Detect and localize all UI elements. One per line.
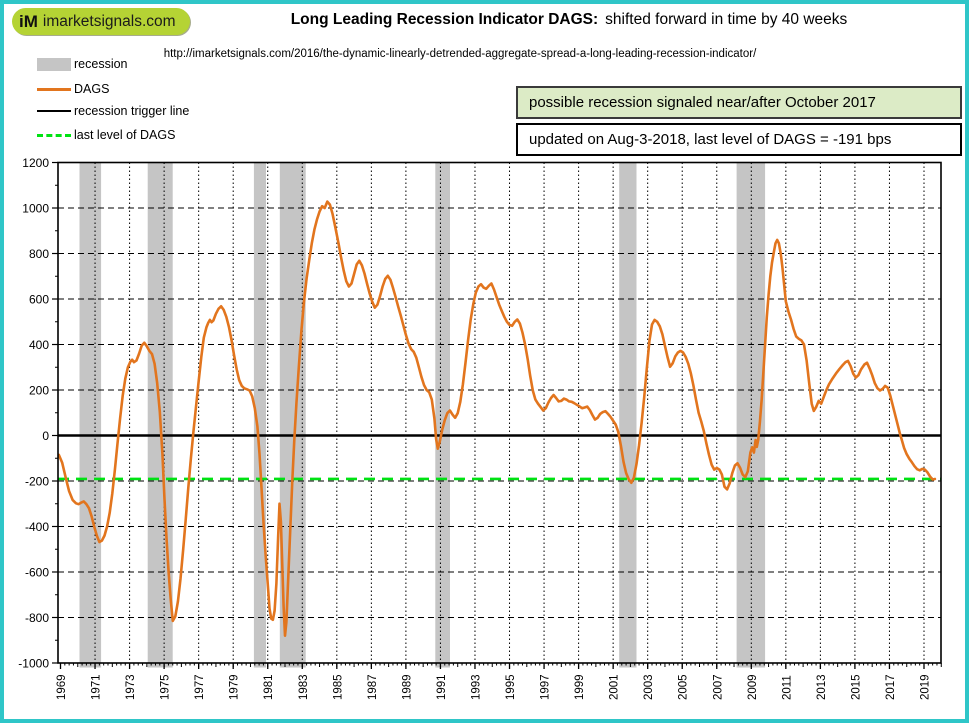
gridlines	[58, 162, 941, 663]
x-axis-label: 2019	[920, 674, 932, 700]
recession-band	[253, 162, 266, 668]
title-regular: shifted forward in time by 40 weeks	[605, 11, 848, 28]
x-axis-label: 1979	[229, 674, 241, 700]
x-axis-label: 1999	[574, 674, 586, 700]
x-axis-label: 1977	[194, 674, 206, 700]
y-axis-label: -600	[25, 565, 49, 579]
y-axis-label: -200	[25, 474, 49, 488]
x-axis-label: 2007	[712, 674, 724, 700]
chart-canvas: 1200 1000 800 600 400 200 0 -200 -400 -600 -800 -10…	[18, 156, 942, 700]
y-axis-label: 1200	[22, 156, 49, 170]
update-info-callout: updated on Aug-3-2018, last level of DAG…	[516, 123, 962, 156]
site-logo: iM imarketsignals.com	[12, 8, 190, 35]
y-axis-label: 1000	[22, 202, 49, 216]
y-axis-label: 600	[29, 293, 49, 307]
legend-label: DAGS	[74, 82, 110, 96]
x-axis-label: 1975	[160, 674, 172, 700]
legend-item-dags: DAGS	[37, 81, 109, 97]
x-axis-label: 1981	[263, 674, 275, 700]
x-axis-label: 1985	[332, 674, 344, 700]
x-axis-label: 1983	[298, 674, 310, 700]
x-axis-label: 2013	[816, 674, 828, 700]
x-axis-label: 1997	[540, 674, 552, 700]
x-axis-label: 1973	[125, 674, 137, 700]
legend-label: recession trigger line	[74, 104, 190, 118]
legend-label: last level of DAGS	[74, 128, 176, 142]
legend-item-trigger-line: recession trigger line	[37, 103, 189, 119]
x-axis-label: 2009	[747, 674, 759, 700]
recession-bands	[79, 162, 766, 668]
y-axis-label: -800	[25, 611, 49, 625]
y-axis-label: 200	[29, 384, 49, 398]
dags-line-swatch-icon	[37, 87, 71, 91]
recession-band	[619, 162, 637, 668]
x-axis-label: 2017	[885, 674, 897, 700]
last-level-swatch-icon	[37, 133, 71, 137]
title-bold: Long Leading Recession Indicator DAGS:	[290, 11, 599, 28]
legend-item-recession: recession	[37, 56, 128, 72]
x-axis-label: 2003	[643, 674, 655, 700]
recession-band	[435, 162, 450, 668]
logo-text: imarketsignals.com	[42, 12, 176, 30]
legend-item-last-level: last level of DAGS	[37, 127, 175, 143]
x-axis-label: 2001	[609, 674, 621, 700]
trigger-line-swatch-icon	[37, 110, 71, 112]
x-axis-label: 2015	[850, 674, 862, 700]
x-axis-label: 1969	[56, 674, 68, 700]
recession-signal-callout: possible recession signaled near/after O…	[516, 86, 962, 119]
x-axis: 1969 1971 1973 1975 1977 1979 1981 1983 1985 1987…	[56, 663, 942, 700]
dags-series-line	[57, 200, 937, 638]
x-axis-label: 1971	[91, 674, 103, 700]
recession-band	[79, 162, 102, 668]
page-title: Long Leading Recession Indicator DAGS: sh…	[169, 11, 965, 29]
source-url[interactable]: http://imarketsignals.com/2016/the-dynam…	[163, 48, 757, 60]
x-axis-label: 2011	[781, 675, 793, 700]
y-axis-label: -400	[25, 520, 49, 534]
recession-swatch-icon	[37, 57, 71, 71]
x-axis-label: 1987	[367, 674, 379, 700]
y-axis-label: 0	[42, 429, 49, 443]
y-axis-label: 400	[29, 338, 49, 352]
y-axis-label: 800	[29, 247, 49, 261]
logo-im-mark: iM	[19, 11, 38, 31]
legend-label: recession	[74, 57, 128, 71]
x-axis-label: 1991	[436, 674, 448, 700]
x-axis-label: 1989	[401, 674, 413, 700]
plot-border	[57, 161, 942, 664]
x-axis-label: 1995	[505, 674, 517, 700]
y-axis: 1200 1000 800 600 400 200 0 -200 -400 -600 -800 -10…	[18, 156, 58, 670]
x-axis-label: 2005	[678, 674, 690, 700]
x-axis-label: 1993	[470, 674, 482, 700]
y-axis-label: -1000	[18, 656, 49, 670]
